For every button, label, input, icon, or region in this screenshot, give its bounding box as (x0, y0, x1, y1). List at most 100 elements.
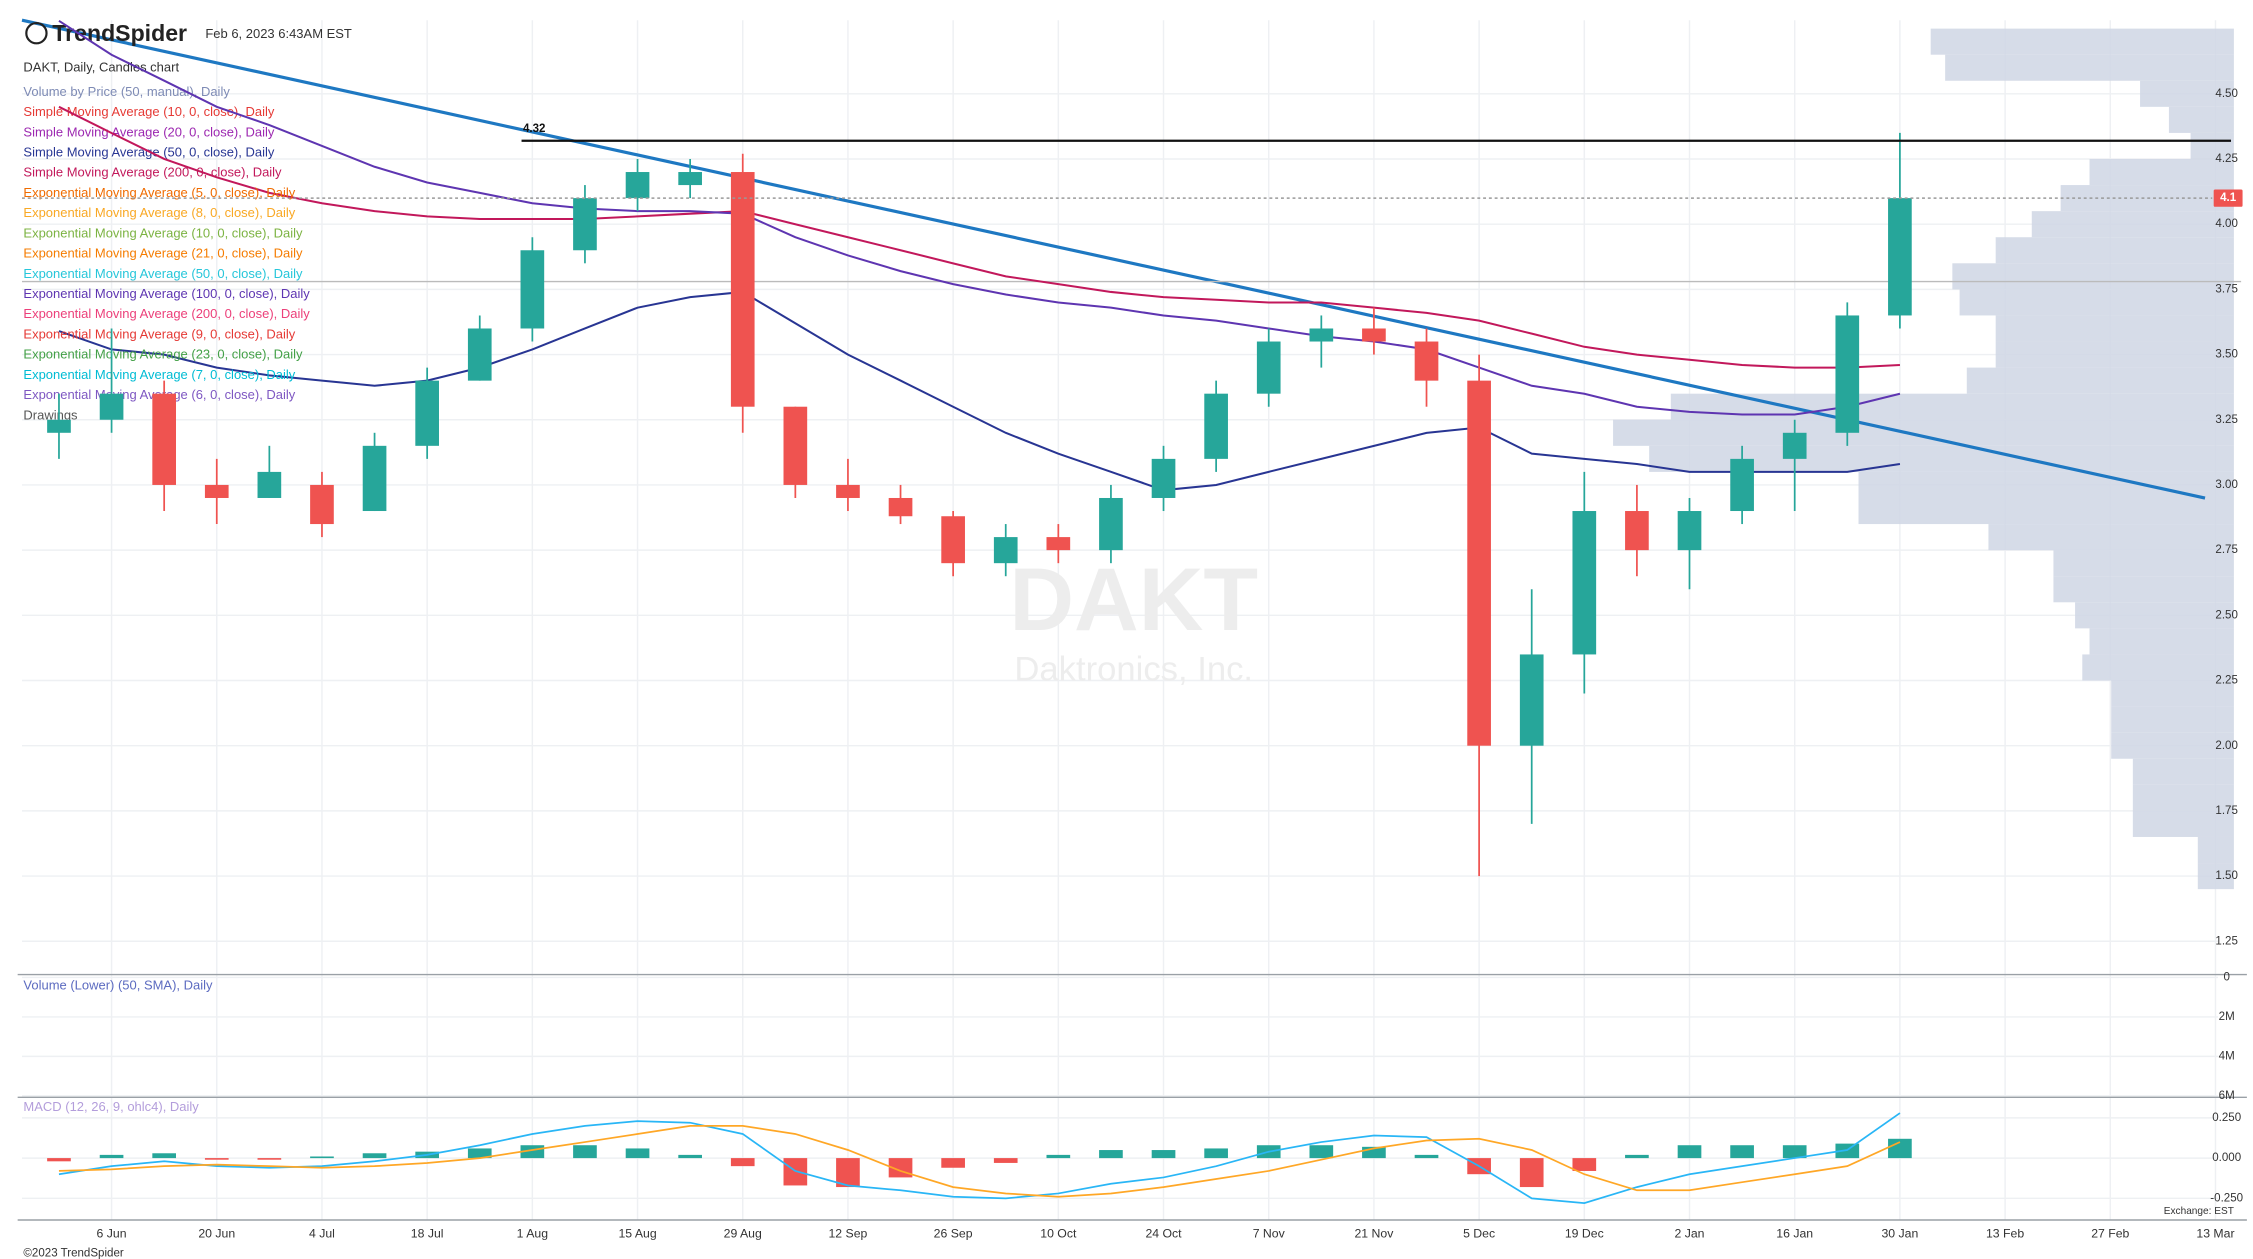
candle-body (1572, 511, 1597, 655)
x-tick-label: 29 Aug (724, 1227, 762, 1241)
y-tick-label: 4M (2219, 1050, 2235, 1062)
x-tick-label: 16 Jan (1776, 1227, 1813, 1241)
watermark: DAKT (1009, 549, 1258, 649)
candle-body (625, 172, 650, 199)
macd-histogram-bar (1782, 1145, 1807, 1159)
candle-body (520, 250, 545, 329)
candle-body (836, 484, 860, 498)
volume-profile-bar (1995, 237, 2234, 264)
x-tick-label: 7 Nov (1253, 1227, 1286, 1241)
macd-histogram-bar (467, 1148, 492, 1159)
candle-body (257, 471, 282, 498)
trend-line (21, 18, 2206, 500)
candle-body (1256, 341, 1281, 394)
y-tick-label: 6M (2219, 1090, 2235, 1102)
macd-histogram-bar (362, 1153, 387, 1159)
legend-entry: Exponential Moving Average (23, 0, close… (23, 347, 303, 362)
macd-histogram-bar (730, 1158, 755, 1167)
legend-entry: Simple Moving Average (10, 0, close), Da… (23, 104, 274, 119)
legend-entry: Exponential Moving Average (9, 0, close)… (23, 326, 295, 341)
y-tick-label: 4.00 (2215, 218, 2237, 230)
candle-body (941, 516, 965, 564)
y-tick-label: 1.75 (2215, 805, 2237, 817)
candle-body (888, 497, 913, 517)
x-tick-label: 12 Sep (828, 1227, 867, 1241)
y-tick-label: 2.50 (2215, 609, 2237, 621)
volume-profile-bar (2075, 602, 2234, 629)
x-tick-label: 24 Oct (1145, 1227, 1182, 1241)
y-tick-label: 4.25 (2215, 153, 2237, 165)
y-tick-label: 0.250 (2212, 1112, 2241, 1124)
volume-profile-bar (2089, 158, 2234, 186)
x-tick-label: 15 Aug (618, 1227, 656, 1241)
macd-histogram-bar (625, 1148, 650, 1159)
macd-histogram-bar (1046, 1154, 1071, 1159)
candle-body (47, 419, 71, 433)
x-tick-label: 26 Sep (934, 1227, 973, 1241)
last-price-label: 4.1 (2220, 192, 2237, 204)
volume-profile-bar (1995, 341, 2234, 368)
legend-entry: Exponential Moving Average (100, 0, clos… (23, 286, 310, 301)
moving-average-line (58, 105, 1900, 369)
y-tick-label: 2.25 (2215, 675, 2237, 687)
volume-profile-bar (2111, 706, 2234, 733)
macd-histogram-bar (204, 1158, 229, 1160)
candle-body (730, 172, 755, 407)
volume-profile-bar (2197, 836, 2234, 864)
volume-profile-bar (2132, 810, 2234, 837)
legend-entry: Exponential Moving Average (7, 0, close)… (23, 367, 295, 382)
candle-body (1046, 537, 1071, 551)
macd-histogram-bar (678, 1154, 702, 1159)
x-tick-label: 6 Jun (97, 1227, 127, 1241)
volume-profile-bar (1930, 28, 2234, 55)
y-tick-label: 0 (2223, 972, 2229, 984)
volume-profile-bar (1670, 393, 2234, 420)
candle-body (1519, 654, 1544, 746)
volume-profile-bar (2053, 576, 2234, 603)
legend-entry: Volume by Price (50, manual), Daily (23, 84, 230, 99)
legend-entry: Exponential Moving Average (200, 0, clos… (23, 306, 310, 321)
macd-title: MACD (12, 26, 9, ohlc4), Daily (23, 1099, 199, 1114)
volume-title: Volume (Lower) (50, SMA), Daily (23, 978, 213, 993)
x-tick-label: 20 Jun (198, 1227, 235, 1241)
macd-histogram-bar (941, 1158, 965, 1168)
y-tick-label: 1.50 (2215, 870, 2237, 882)
volume-profile-bar (2089, 628, 2234, 655)
candle-body (1782, 432, 1807, 459)
macd-line (58, 1112, 1901, 1205)
legend-entry: Simple Moving Average (20, 0, close), Da… (23, 124, 274, 139)
candle-body (1677, 511, 1702, 551)
y-tick-label: 0.000 (2212, 1152, 2241, 1164)
macd-histogram-bar (573, 1145, 597, 1159)
y-tick-label: 2M (2219, 1011, 2235, 1023)
macd-histogram-bar (993, 1158, 1018, 1163)
volume-profile-bar (2082, 654, 2234, 681)
volume-profile-bar (1858, 471, 2234, 498)
candle-body (362, 445, 387, 512)
x-tick-label: 13 Feb (1986, 1227, 2024, 1241)
legend-entry: Simple Moving Average (200, 0, close), D… (23, 165, 282, 180)
macd-histogram-bar (1888, 1138, 1912, 1159)
volume-profile-bar (2111, 680, 2234, 707)
macd-histogram-bar (99, 1154, 124, 1159)
candle-body (99, 393, 124, 420)
watermark-subtitle: Daktronics, Inc. (1014, 651, 1253, 689)
x-tick-label: 10 Oct (1040, 1227, 1077, 1241)
candle-body (310, 484, 334, 525)
y-tick-label: 1.25 (2215, 935, 2237, 947)
candle-body (783, 406, 808, 485)
legend-entry: Exponential Moving Average (21, 0, close… (23, 246, 303, 261)
y-tick-label: 4.50 (2215, 88, 2237, 100)
macd-histogram-bar (1677, 1145, 1702, 1159)
x-tick-label: 27 Feb (2091, 1227, 2129, 1241)
volume-profile-bar (2111, 732, 2234, 759)
candle-body (1888, 198, 1912, 316)
volume-profile-bar (1988, 524, 2234, 551)
logo-icon (25, 22, 48, 45)
macd-histogram-bar (47, 1158, 71, 1162)
moving-average-line (58, 290, 1901, 492)
legend-entry: Exponential Moving Average (10, 0, close… (23, 225, 303, 240)
volume-profile-bar (1959, 289, 2234, 316)
candle-body (415, 380, 439, 446)
x-tick-label: 30 Jan (1881, 1227, 1918, 1241)
